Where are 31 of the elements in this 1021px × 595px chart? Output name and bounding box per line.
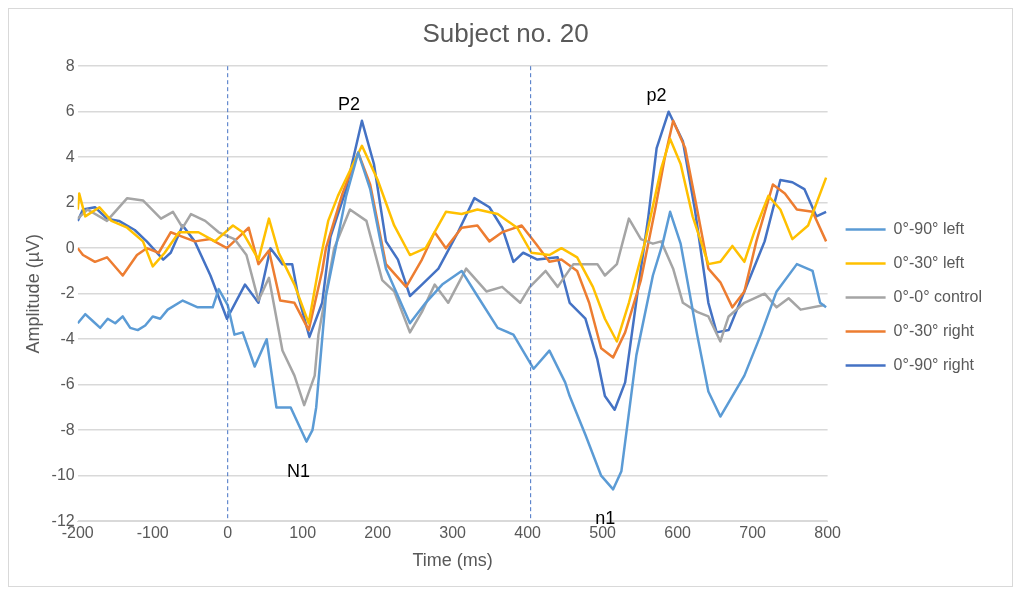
chart-title: Subject no. 20 xyxy=(422,17,589,48)
legend-label: 0°-30° left xyxy=(893,253,965,271)
x-tick-label: -100 xyxy=(136,524,169,542)
y-axis-title: Amplitude (µV) xyxy=(22,233,43,354)
y-tick-label: -4 xyxy=(60,329,75,347)
x-tick-label: 400 xyxy=(514,524,542,542)
x-tick-label: 100 xyxy=(289,524,317,542)
x-tick-label: -200 xyxy=(61,524,94,542)
x-tick-label: 600 xyxy=(664,524,692,542)
x-tick-label: 0 xyxy=(223,524,233,542)
y-tick-label: 6 xyxy=(65,102,75,120)
x-axis-title: Time (ms) xyxy=(412,550,493,571)
y-tick-label: -10 xyxy=(51,466,75,484)
x-tick-label: 200 xyxy=(364,524,392,542)
x-tick-label: 700 xyxy=(739,524,767,542)
annotation: N1 xyxy=(286,460,310,481)
y-tick-label: -8 xyxy=(60,420,75,438)
y-tick-label: 4 xyxy=(65,147,75,165)
x-tick-label: 300 xyxy=(439,524,467,542)
y-tick-label: 0 xyxy=(65,238,75,256)
y-tick-label: 2 xyxy=(65,193,75,211)
y-tick-label: -2 xyxy=(60,284,75,302)
y-tick-label: -6 xyxy=(60,375,75,393)
annotation: P2 xyxy=(337,93,360,114)
annotation: p2 xyxy=(646,84,667,105)
legend-label: 0°-0° control xyxy=(893,287,982,305)
x-tick-label: 800 xyxy=(814,524,842,542)
y-tick-label: 8 xyxy=(65,56,75,74)
legend-label: 0°-90° left xyxy=(893,219,965,237)
legend-label: 0°-90° right xyxy=(893,355,975,373)
legend-label: 0°-30° right xyxy=(893,321,975,339)
